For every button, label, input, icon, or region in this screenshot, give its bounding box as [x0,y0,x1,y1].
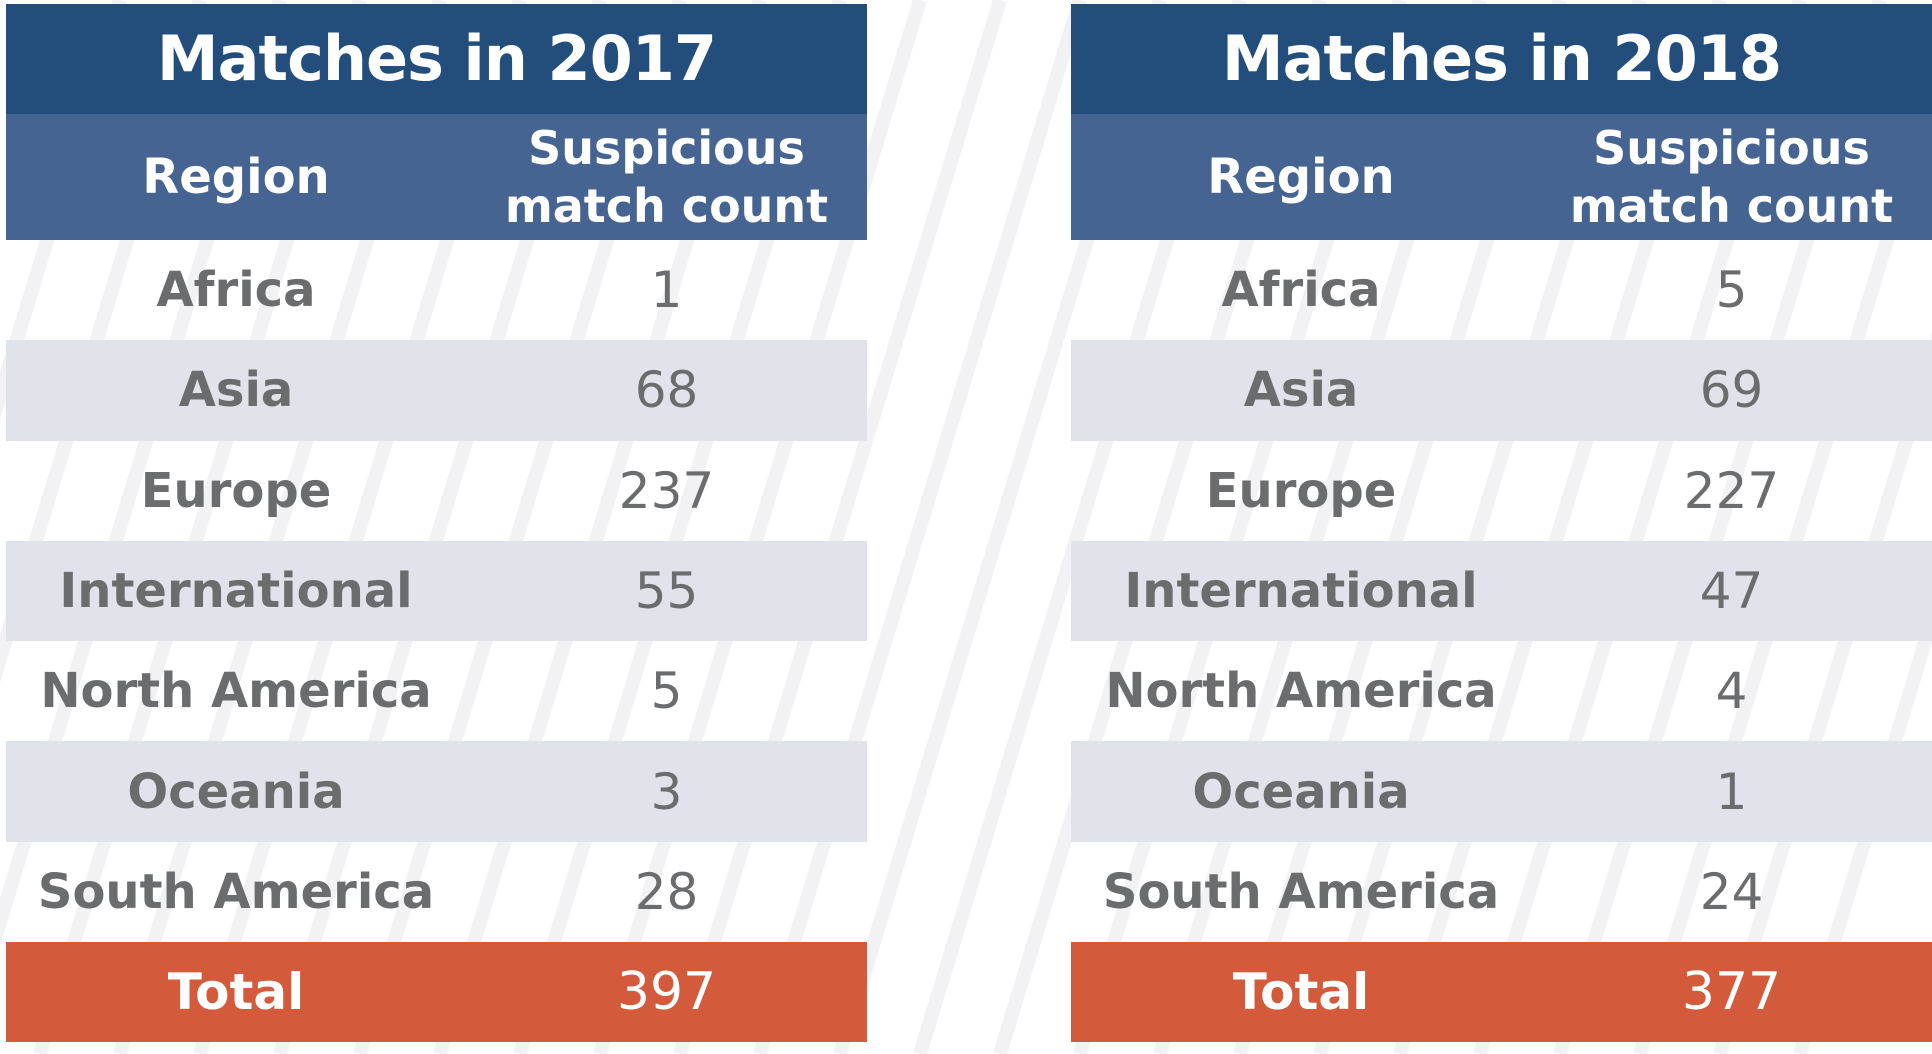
count-cell: 237 [618,461,715,520]
region-cell: South America [1102,863,1500,920]
count-cell: 5 [1715,261,1748,320]
region-cell: Europe [140,462,332,519]
region-cell: North America [1105,663,1497,720]
count-cell: 3 [650,762,683,821]
total-label: Total [1232,963,1370,1022]
table-row: Europe 227 [1071,441,1932,541]
count-cell: 68 [634,361,699,420]
count-cell: 24 [1699,862,1764,921]
table-row: International 55 [6,540,867,642]
table-2017: Matches in 2017 Region Suspicious match … [6,4,867,1043]
region-cell: Africa [1221,262,1381,319]
table-row: North America 5 [6,641,867,741]
total-count: 377 [1681,962,1782,1023]
region-column-header: Region [142,149,330,205]
table-row: International 47 [1071,540,1932,642]
table-row: Africa 5 [1071,240,1932,340]
region-cell: Oceania [127,763,345,820]
table-row: Asia 69 [1071,340,1932,441]
table-row: North America 4 [1071,641,1932,741]
table-title: Matches in 2018 [1071,4,1932,114]
region-cell: Asia [1243,362,1359,419]
total-label: Total [167,963,305,1022]
region-cell: International [59,563,413,620]
region-cell: Africa [156,262,316,319]
count-column-header: Suspicious match count [1531,119,1932,235]
count-cell: 55 [634,562,699,621]
count-header-line-2: match count [1569,179,1894,233]
count-column-header: Suspicious match count [466,119,867,235]
table-row: Africa 1 [6,240,867,340]
region-cell: North America [40,663,432,720]
count-cell: 1 [650,261,683,320]
column-header-row: Region Suspicious match count [1071,114,1932,240]
count-header-line-2: match count [504,179,829,233]
count-cell: 1 [1715,762,1748,821]
table-row: Europe 237 [6,441,867,541]
count-cell: 4 [1715,662,1748,721]
count-cell: 5 [650,662,683,721]
region-cell: South America [37,863,435,920]
table-title: Matches in 2017 [6,4,867,114]
table-2018: Matches in 2018 Region Suspicious match … [1071,4,1932,1043]
table-row: South America 24 [1071,842,1932,942]
column-header-row: Region Suspicious match count [6,114,867,240]
count-cell: 69 [1699,361,1764,420]
table-row: Oceania 1 [1071,741,1932,842]
total-row: Total 377 [1071,942,1932,1043]
table-row: South America 28 [6,842,867,942]
region-column-header: Region [1207,149,1395,205]
count-header-line-1: Suspicious [1593,121,1870,175]
region-cell: Asia [178,362,294,419]
region-cell: International [1124,563,1478,620]
count-header-line-1: Suspicious [528,121,805,175]
total-row: Total 397 [6,942,867,1043]
table-row: Asia 68 [6,340,867,441]
table-row: Oceania 3 [6,741,867,842]
region-cell: Oceania [1192,763,1410,820]
region-cell: Europe [1205,462,1397,519]
count-cell: 227 [1683,461,1780,520]
total-count: 397 [616,962,717,1023]
count-cell: 28 [634,862,699,921]
count-cell: 47 [1699,562,1764,621]
